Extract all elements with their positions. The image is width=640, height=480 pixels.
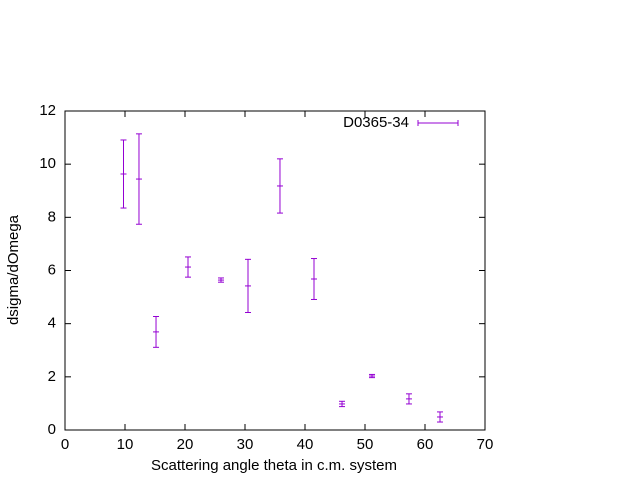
y-tick-label: 12 (39, 102, 56, 119)
y-tick-label: 0 (48, 421, 56, 438)
y-tick-label: 4 (48, 315, 56, 332)
y-tick-label: 6 (48, 261, 56, 278)
x-tick-label: 60 (417, 436, 434, 453)
y-tick-label: 10 (39, 155, 56, 172)
y-tick-label: 2 (48, 368, 56, 385)
x-tick-label: 50 (357, 436, 374, 453)
x-tick-label: 20 (177, 436, 194, 453)
y-tick-label: 8 (48, 208, 56, 225)
x-axis-label: Scattering angle theta in c.m. system (151, 457, 397, 474)
plot-border (64, 110, 486, 431)
x-tick-label: 70 (477, 436, 494, 453)
x-tick-label: 40 (297, 436, 314, 453)
y-axis-label: dsigma/dOmega (5, 214, 22, 325)
legend-label: D0365-34 (343, 114, 409, 131)
x-tick-label: 10 (117, 436, 134, 453)
x-tick-label: 0 (61, 436, 69, 453)
x-tick-label: 30 (237, 436, 254, 453)
